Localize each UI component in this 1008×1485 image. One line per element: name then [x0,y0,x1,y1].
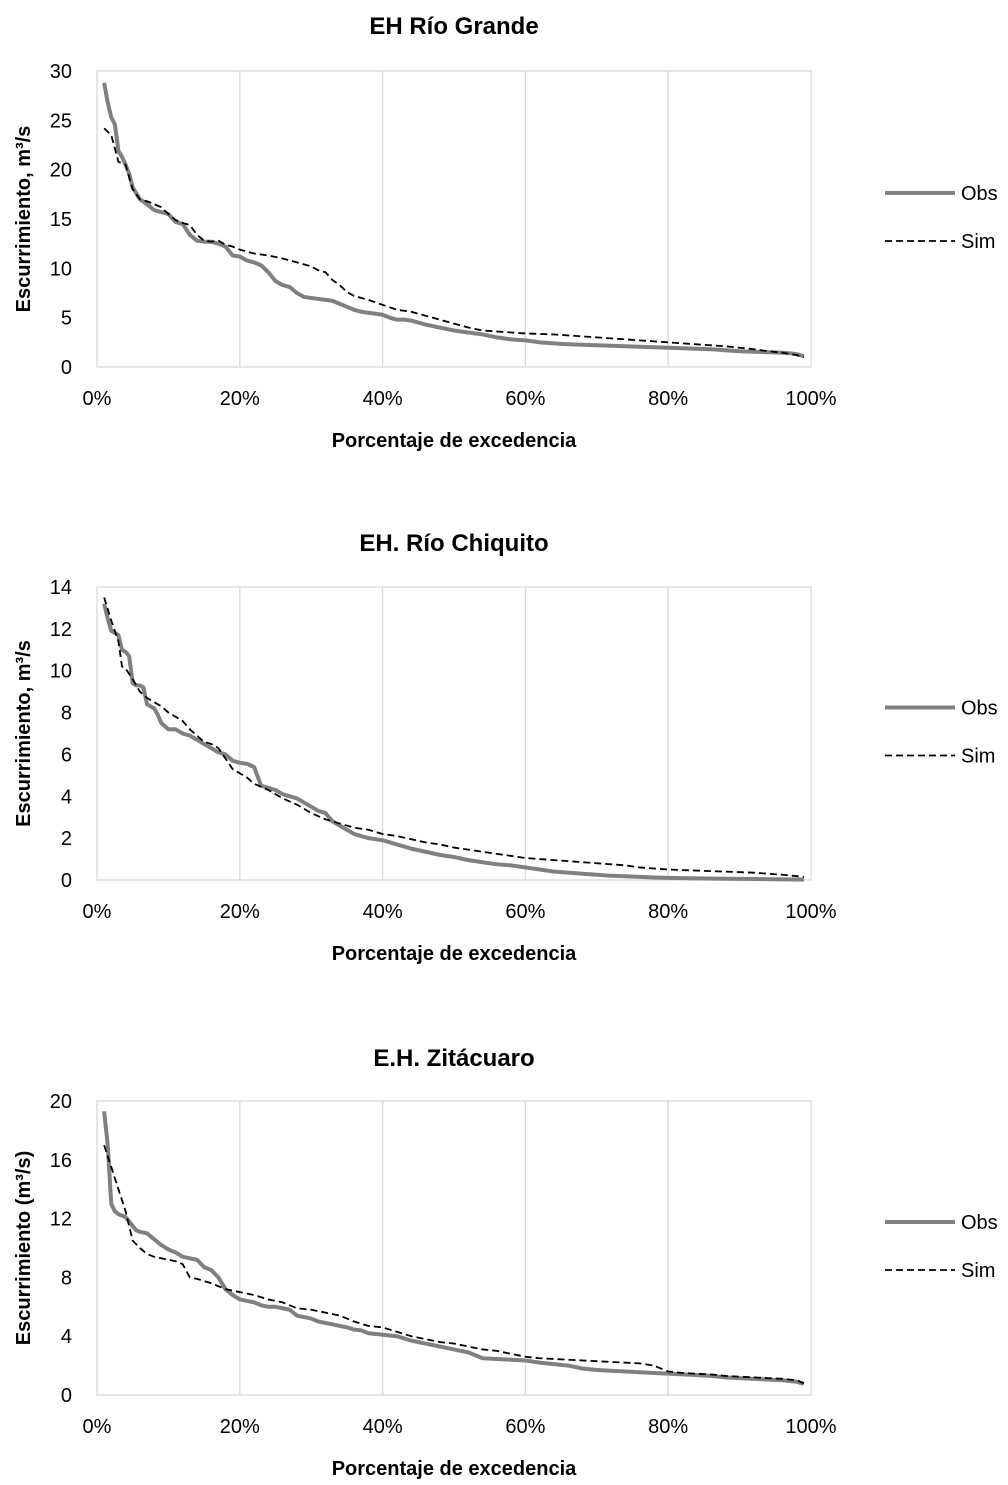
y-tick-label: 4 [61,1326,72,1348]
series-line-sim [103,127,805,358]
y-tick-label: 0 [61,1385,72,1407]
y-tick-label: 20 [50,160,72,182]
y-axis-title: Escurrimiento, m³/s [13,640,35,827]
x-axis-title: Porcentaje de excedencia [332,1458,577,1480]
x-axis-title: Porcentaje de excedencia [332,430,577,452]
y-tick-label: 12 [50,1209,72,1231]
x-axis-title: Porcentaje de excedencia [332,943,577,965]
y-tick-label: 8 [61,703,72,725]
x-tick-label: 100% [785,901,836,923]
y-tick-label: 10 [50,661,72,683]
y-tick-label: 8 [61,1267,72,1289]
y-tick-label: 6 [61,744,72,766]
x-tick-label: 0% [83,901,112,923]
x-tick-label: 40% [363,388,403,410]
x-tick-label: 60% [505,1416,545,1438]
y-tick-label: 10 [50,258,72,280]
y-tick-label: 16 [50,1150,72,1172]
x-tick-label: 60% [505,901,545,923]
y-tick-label: 15 [50,209,72,231]
x-tick-label: 60% [505,388,545,410]
x-tick-label: 100% [785,1416,836,1438]
plot-area [96,70,812,368]
y-axis-title: Escurrimiento, m³/s [13,126,35,313]
x-tick-label: 80% [648,1416,688,1438]
legend-label-obs: Obs [961,1212,998,1234]
y-tick-label: 14 [50,577,72,599]
y-tick-label: 20 [50,1091,72,1113]
chart-title: E.H. Zitácuaro [373,1045,534,1072]
plot-area [96,586,812,881]
x-tick-label: 100% [785,388,836,410]
y-tick-label: 25 [50,110,72,132]
chart-2: EH. Río Chiquito 0% 20% 40% 60% 80% 100% 0 2 4 6 8 1… [13,530,998,965]
y-axis-title: Escurrimiento (m³/s) [13,1151,35,1345]
series-line-sim [103,597,804,878]
plot-area [96,1100,812,1396]
legend-label-sim: Sim [961,231,995,253]
x-tick-label: 0% [83,1416,112,1438]
chart-title: EH Río Grande [369,13,538,40]
series-line-obs [102,1111,805,1386]
legend-label-obs: Obs [961,183,998,205]
y-tick-label: 12 [50,619,72,641]
series-line-obs [102,82,805,359]
chart-3: E.H. Zitácuaro 0% 20% 40% 60% 80% 100% 0 4 8 12 16 2… [13,1045,998,1480]
x-tick-label: 20% [220,388,260,410]
y-tick-label: 0 [61,870,72,892]
series-line-obs [102,603,804,882]
legend-label-sim: Sim [961,1260,995,1282]
legend-label-sim: Sim [961,746,995,768]
y-tick-label: 30 [50,61,72,83]
y-tick-label: 5 [61,308,72,330]
chart-title: EH. Río Chiquito [359,530,548,557]
x-tick-label: 80% [648,901,688,923]
y-tick-label: 4 [61,786,72,808]
x-tick-label: 40% [363,901,403,923]
chart-1: EH Río Grande 0% 20% 40% 60% 80% 100% 0 5 10 15 20 2… [13,13,998,452]
x-tick-label: 20% [220,901,260,923]
legend-label-obs: Obs [961,698,998,720]
x-tick-label: 0% [83,388,112,410]
x-tick-label: 40% [363,1416,403,1438]
y-tick-label: 0 [61,357,72,379]
x-tick-label: 20% [220,1416,260,1438]
y-tick-label: 2 [61,828,72,850]
x-tick-label: 80% [648,388,688,410]
series-line-sim [103,1144,805,1385]
